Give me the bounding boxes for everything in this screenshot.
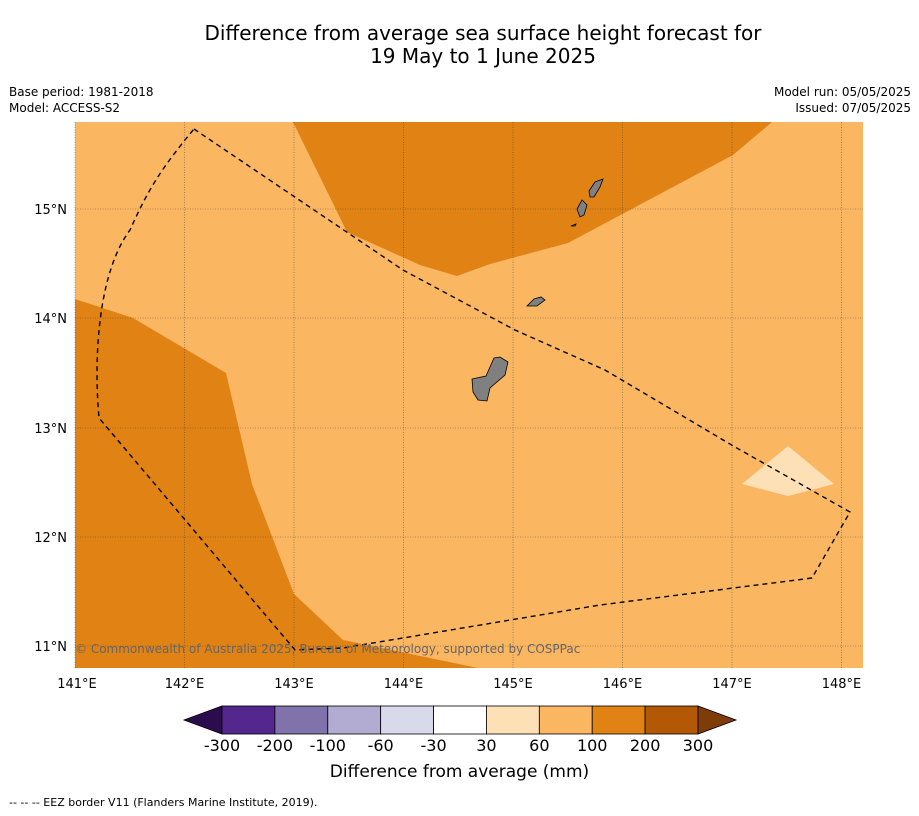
colorbar-tick-label: -300	[204, 736, 240, 755]
lat-label-13: 13°N	[34, 422, 67, 437]
map-panel: © Commonwealth of Australia 2025, Bureau…	[74, 122, 863, 668]
model-name: Model: ACCESS-S2	[9, 101, 121, 115]
island-aguijan	[570, 223, 577, 227]
lon-label-146: 146°E	[603, 677, 643, 692]
colorbar-tick-label: -200	[257, 736, 293, 755]
colorbar-extend-high	[697, 705, 738, 735]
copyright-notice: © Commonwealth of Australia 2025, Bureau…	[75, 642, 580, 656]
legend-footer: -- -- -- EEZ border V11 (Flanders Marine…	[9, 796, 318, 809]
colorbar-segment	[327, 705, 382, 735]
colorbar-segment	[591, 705, 646, 735]
colorbar-tick-labels: -300 -200 -100 -60 -30 30 60 100 200 300	[204, 736, 713, 755]
anomaly-zone-100-200-north	[293, 122, 772, 276]
colorbar-segment	[644, 705, 699, 735]
island-rota	[526, 296, 546, 307]
colorbar-segment	[221, 705, 276, 735]
lon-label-141: 141°E	[57, 677, 97, 692]
colorbar-tick-label: 60	[529, 736, 549, 755]
colorbar-tick-label: 30	[476, 736, 496, 755]
colorbar-label: Difference from average (mm)	[329, 762, 590, 782]
colorbar-segment	[486, 705, 540, 735]
colorbar-segment	[538, 705, 593, 735]
colorbar-segment	[433, 705, 487, 735]
lat-label-15: 15°N	[34, 203, 67, 218]
title-line-2: 19 May to 1 June 2025	[370, 44, 596, 68]
base-period: Base period: 1981-2018	[9, 85, 154, 99]
colorbar-segment	[274, 705, 329, 735]
lat-label-12: 12°N	[34, 531, 67, 546]
meta-right: Model run: 05/05/2025 Issued: 07/05/2025	[774, 84, 911, 116]
model-run: Model run: 05/05/2025	[773, 85, 911, 99]
lon-label-143: 143°E	[274, 677, 314, 692]
colorbar-segment	[380, 705, 434, 735]
lat-label-14: 14°N	[34, 312, 67, 327]
lon-labels: 141°E 142°E 143°E 144°E 145°E 146°E 147°…	[57, 677, 861, 692]
lon-label-148: 148°E	[822, 677, 862, 692]
colorbar-tick-label: 300	[683, 736, 714, 755]
gridlines	[74, 122, 863, 668]
lon-label-144: 144°E	[384, 677, 424, 692]
colorbar	[182, 705, 738, 735]
map-title: Difference from average sea surface heig…	[0, 22, 919, 68]
island-guam	[471, 356, 509, 402]
meta-left: Base period: 1981-2018 Model: ACCESS-S2	[9, 84, 154, 116]
colorbar-tick-label: -60	[368, 736, 394, 755]
anomaly-zone-30-60	[742, 446, 834, 496]
colorbar-tick-label: -100	[310, 736, 346, 755]
colorbar-extend-low	[182, 705, 223, 735]
lon-label-145: 145°E	[493, 677, 533, 692]
title-line-1: Difference from average sea surface heig…	[204, 21, 762, 45]
colorbar-tick-label: 200	[630, 736, 661, 755]
lon-label-147: 147°E	[712, 677, 752, 692]
islands	[471, 178, 604, 402]
issued-date: Issued: 07/05/2025	[795, 101, 911, 115]
island-tinian	[576, 199, 588, 218]
colorbar-tick-label: -30	[420, 736, 446, 755]
anomaly-zone-100-200-west	[75, 299, 478, 668]
lat-labels: 11°N 12°N 13°N 14°N 15°N	[34, 203, 67, 655]
lon-label-142: 142°E	[165, 677, 205, 692]
colorbar-tick-label: 100	[577, 736, 608, 755]
island-saipan	[588, 178, 604, 198]
eez-border	[96, 128, 851, 651]
lat-label-11: 11°N	[34, 640, 67, 655]
